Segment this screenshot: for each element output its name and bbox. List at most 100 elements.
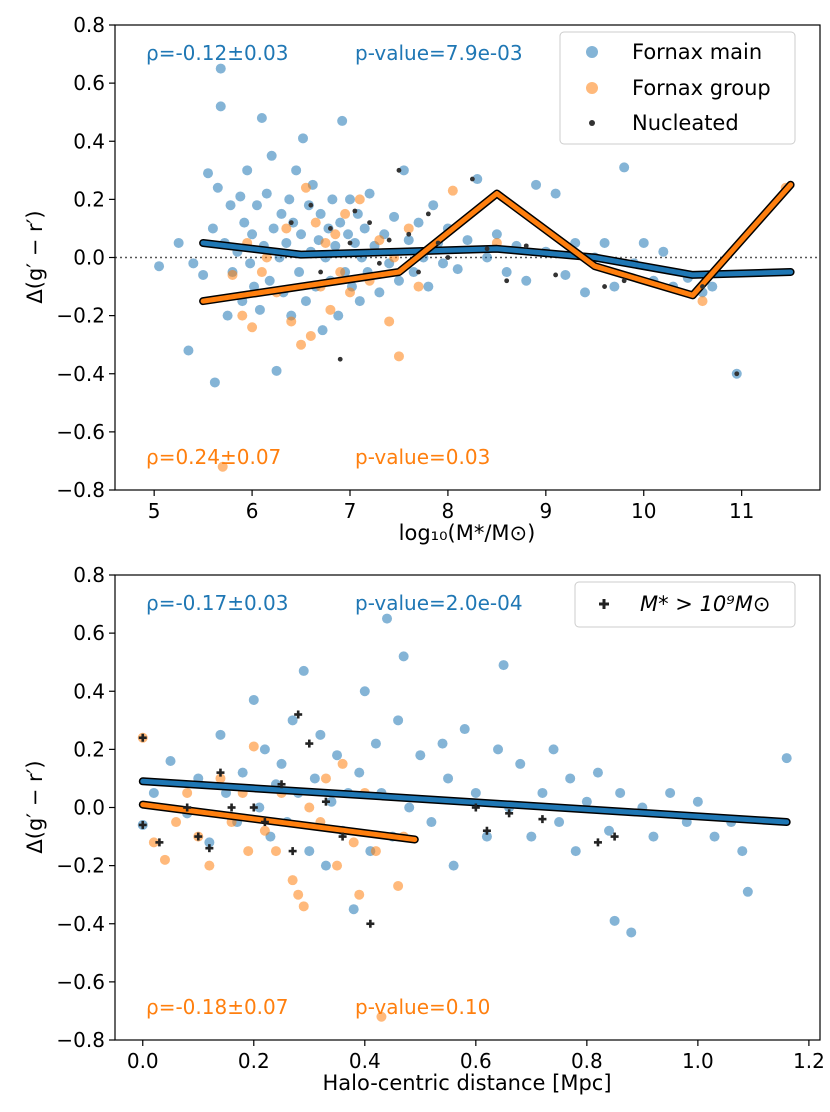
data-point [413, 281, 424, 292]
data-point [398, 651, 409, 662]
x-tick-label: 0.0 [127, 1049, 159, 1073]
nucleated-marker [602, 284, 607, 289]
data-point [276, 208, 287, 219]
data-point [452, 264, 463, 275]
data-point [359, 223, 370, 234]
bottom-panel: 0.0 0.2 0.4 0.6 0.8 1.0 1.2 −0.8 −0.6 −0.4 −0.2 0.… [23, 563, 825, 1095]
data-point [330, 229, 341, 240]
data-point [345, 287, 355, 298]
nucleated-marker [416, 269, 421, 275]
data-point [354, 889, 365, 900]
data-point [286, 316, 297, 327]
massive-marker [205, 844, 214, 853]
bottom-plot-frame [114, 574, 821, 1041]
data-point [300, 296, 311, 307]
top-main-pvalue-annotation: p-value=7.9e-03 [355, 41, 523, 65]
legend-marker-nucleated [589, 120, 595, 126]
bottom-group-rho-annotation: ρ=-0.18±0.07 [146, 995, 289, 1019]
data-point [781, 753, 792, 764]
nucleated-marker [347, 240, 353, 246]
y-tick-label: 0.0 [73, 246, 105, 270]
legend-marker-fornax-main [586, 46, 598, 58]
data-point [148, 787, 159, 798]
data-point [335, 267, 346, 278]
bottom-legend: M* > 10⁹M⊙ [574, 581, 796, 628]
data-point [403, 223, 414, 234]
data-point [665, 787, 676, 798]
nucleated-marker [445, 255, 451, 260]
top-y-axis-label: Δ(g′ − r′) [23, 210, 47, 303]
data-point [183, 345, 194, 356]
data-point [404, 802, 415, 813]
massive-marker [305, 739, 314, 748]
data-point [327, 194, 338, 205]
data-point [426, 817, 437, 828]
massive-marker [288, 847, 297, 856]
data-point [707, 281, 718, 292]
massive-marker [277, 780, 286, 789]
nucleated-marker [308, 202, 314, 208]
data-point [364, 188, 375, 199]
data-point [565, 773, 576, 784]
data-point [619, 162, 630, 173]
data-point [276, 758, 287, 769]
data-point [281, 237, 292, 248]
data-point [298, 901, 309, 912]
nucleated-marker [553, 272, 559, 278]
data-point [615, 787, 626, 798]
data-point [438, 258, 449, 269]
data-point [209, 377, 220, 388]
y-tick-label: 0.2 [73, 737, 105, 761]
data-point [658, 246, 669, 257]
massive-marker [366, 919, 375, 928]
bottom-legend-box [574, 581, 796, 628]
data-point [742, 886, 753, 897]
bottom-group-pvalue-annotation: p-value=0.10 [355, 995, 490, 1019]
data-point [294, 267, 305, 278]
data-point [320, 860, 331, 871]
data-point [305, 330, 316, 341]
top-group-pvalue-annotation: p-value=0.03 [355, 445, 490, 469]
nucleated-marker [484, 246, 490, 252]
massive-marker [138, 820, 147, 829]
data-point [254, 304, 265, 315]
data-point [256, 113, 267, 123]
legend-label-massive: M* > 10⁹M⊙ [640, 592, 770, 616]
data-point [304, 802, 315, 813]
massive-marker [610, 832, 619, 841]
data-point [326, 796, 337, 807]
y-tick-label: 0.6 [73, 621, 105, 645]
top-main-rho-annotation: ρ=-0.12±0.03 [146, 41, 289, 65]
trend-line [140, 802, 418, 842]
data-point [287, 715, 298, 726]
bottom-x-axis-label: Halo-centric distance [Mpc] [322, 1071, 611, 1095]
data-point [198, 269, 209, 280]
data-point [284, 194, 295, 205]
data-point [296, 339, 307, 350]
data-point [337, 758, 348, 769]
data-point [182, 787, 193, 798]
top-group-rho-annotation: ρ=0.24±0.07 [146, 445, 281, 469]
data-point [560, 269, 571, 280]
massive-marker [538, 815, 547, 824]
data-point [293, 889, 304, 900]
data-point [374, 287, 385, 298]
bottom-x-ticks: 0.0 0.2 0.4 0.6 0.8 1.0 1.2 [127, 1040, 825, 1073]
data-point [548, 744, 559, 755]
data-point [737, 846, 748, 857]
nucleated-marker [621, 278, 627, 284]
data-point [298, 133, 308, 144]
data-point [320, 237, 331, 248]
data-point [261, 252, 272, 263]
nucleated-marker [337, 356, 343, 362]
data-point [550, 188, 561, 199]
data-point [581, 796, 592, 807]
data-point [154, 261, 165, 272]
data-point [498, 660, 509, 671]
data-point [251, 200, 262, 211]
data-point [448, 860, 459, 871]
data-point [242, 165, 253, 176]
data-point [165, 756, 176, 766]
x-tick-label: 0.4 [349, 1049, 381, 1073]
